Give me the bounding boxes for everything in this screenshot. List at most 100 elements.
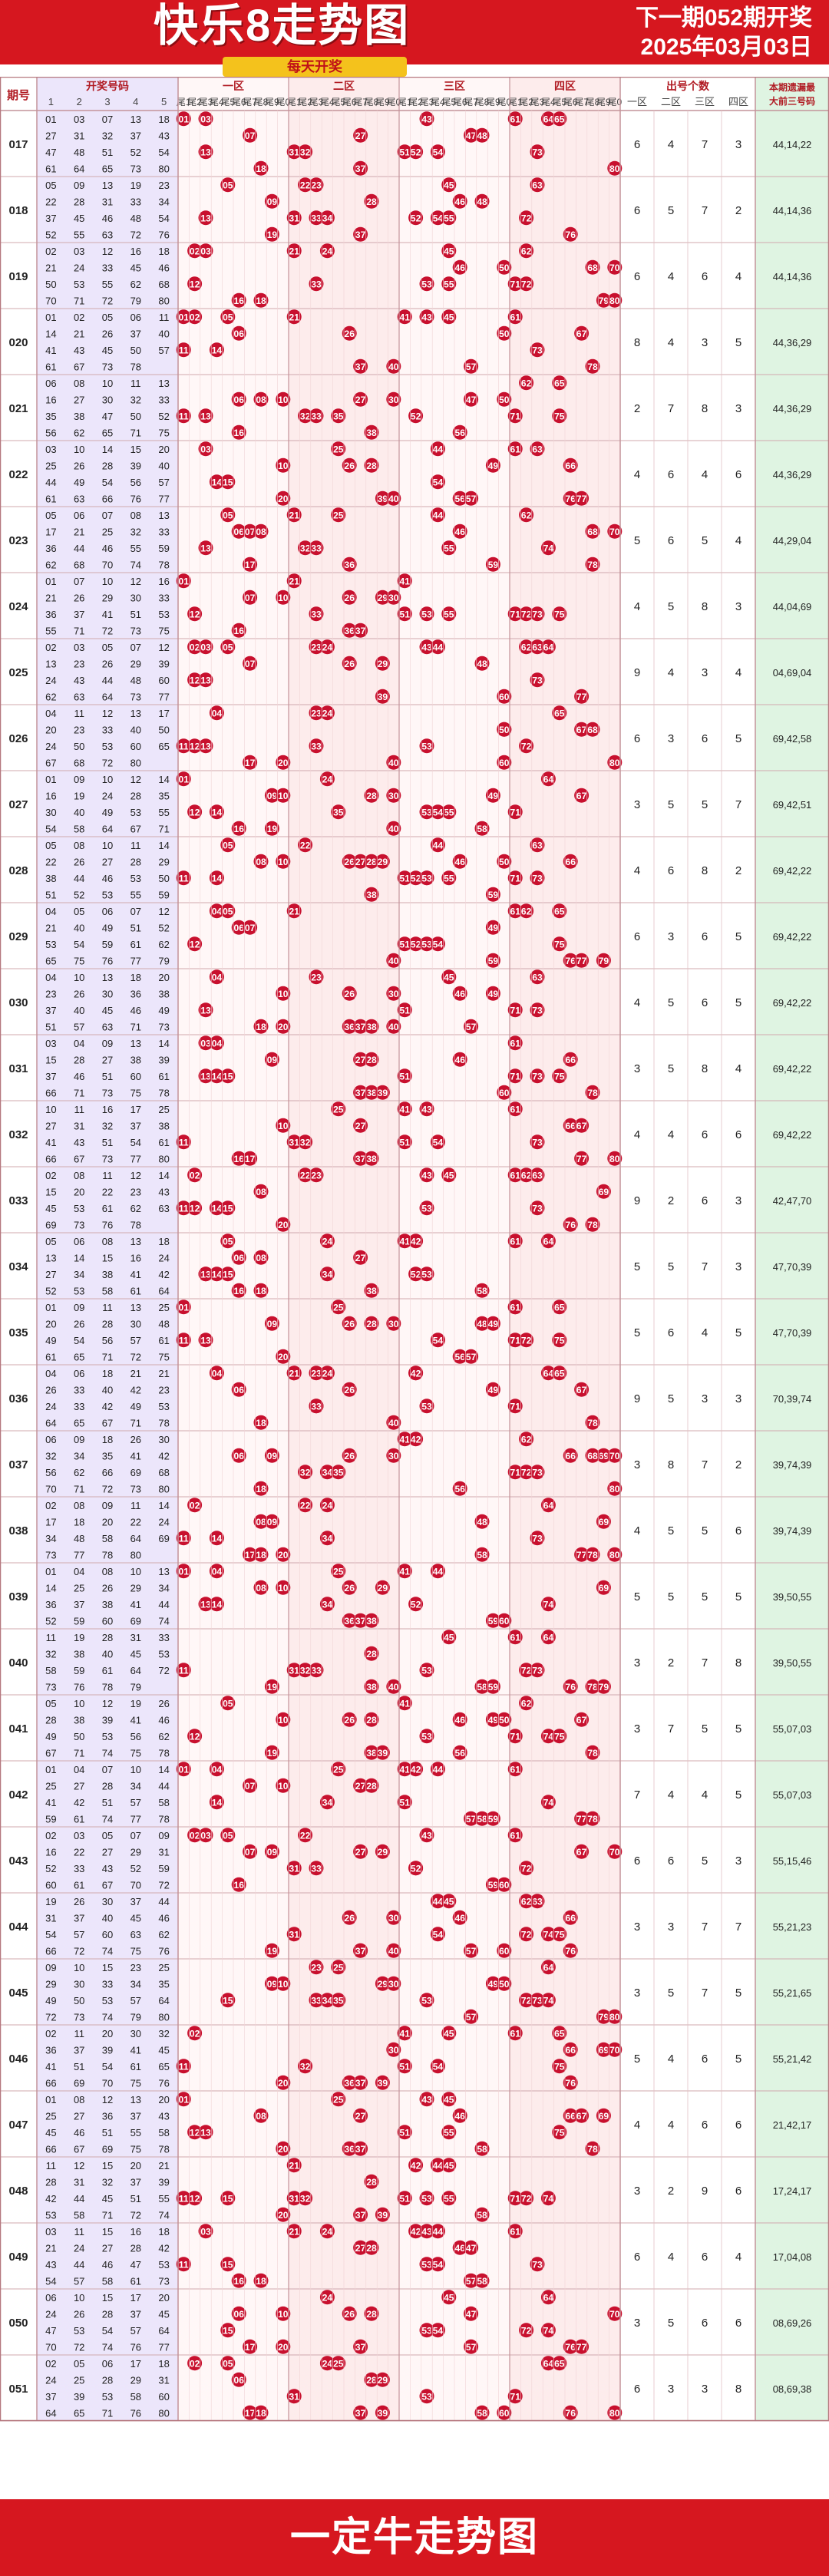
draw-position-header: 2 <box>77 96 82 107</box>
number-ball <box>198 1035 213 1051</box>
number-ball-label: 22 <box>300 1170 311 1181</box>
zone-count-cell: 5 <box>668 1062 674 1075</box>
draw-number-cell: 03 <box>45 2226 56 2237</box>
number-ball <box>253 391 269 407</box>
draw-number-cell: 61 <box>45 1351 56 1362</box>
draw-number-cell: 30 <box>45 807 56 818</box>
draw-number-cell: 16 <box>158 576 169 587</box>
draw-number-cell: 26 <box>74 2308 84 2320</box>
draw-number-cell: 37 <box>74 1599 84 1610</box>
draw-number-cell: 49 <box>158 1005 169 1016</box>
number-ball <box>276 854 291 869</box>
number-ball-label: 72 <box>521 2193 532 2204</box>
number-ball-label: 41 <box>400 1698 411 1709</box>
draw-number-cell: 13 <box>102 972 113 983</box>
number-ball-label: 70 <box>609 263 620 273</box>
number-ball-label: 17 <box>245 560 256 570</box>
draw-number-cell: 60 <box>158 675 169 686</box>
number-ball-label: 23 <box>311 1368 322 1379</box>
number-ball-label: 51 <box>400 1005 411 1016</box>
number-ball-label: 66 <box>566 2045 576 2056</box>
draw-number-cell: 73 <box>102 1087 113 1098</box>
period-cell: 031 <box>8 1062 28 1075</box>
zone-count-cell: 3 <box>634 1656 640 1669</box>
number-ball <box>331 441 346 457</box>
draw-number-cell: 61 <box>130 939 141 950</box>
number-ball-label: 54 <box>433 1929 444 1940</box>
draw-number-cell: 80 <box>158 1483 169 1494</box>
period-cell: 032 <box>8 1128 28 1141</box>
draw-number-cell: 01 <box>45 1566 56 1577</box>
number-ball <box>596 292 611 308</box>
number-ball <box>530 1134 545 1150</box>
draw-number-cell: 17 <box>45 1516 56 1527</box>
number-ball-label: 51 <box>400 873 411 883</box>
number-ball <box>430 144 445 160</box>
number-ball-label: 42 <box>411 1764 421 1775</box>
number-ball-label: 26 <box>345 1319 355 1329</box>
draw-number-cell: 58 <box>45 1665 56 1676</box>
draw-number-cell: 32 <box>45 1648 56 1660</box>
draw-number-cell: 36 <box>102 2110 113 2122</box>
number-ball <box>264 1052 279 1067</box>
number-ball-label: 73 <box>532 147 543 157</box>
number-ball <box>319 210 335 226</box>
draw-number-cell: 54 <box>158 213 169 224</box>
number-ball <box>552 1333 567 1348</box>
number-ball-label: 34 <box>322 213 333 223</box>
number-ball <box>176 573 191 589</box>
zone-count-cell: 2 <box>735 204 741 217</box>
number-ball <box>342 590 357 605</box>
draw-number-cell: 65 <box>102 163 113 174</box>
draw-number-cell: 25 <box>74 2374 84 2386</box>
number-ball <box>607 1481 623 1496</box>
number-ball <box>519 375 534 391</box>
number-ball-label: 32 <box>300 1137 311 1148</box>
number-ball <box>209 342 224 358</box>
number-ball-label: 17 <box>245 1154 256 1164</box>
number-ball <box>485 953 500 968</box>
draw-number-cell: 57 <box>74 1929 84 1940</box>
number-ball-label: 35 <box>333 807 344 817</box>
zone-count-cell: 8 <box>702 864 708 877</box>
draw-number-cell: 69 <box>158 1533 169 1544</box>
number-ball-label: 57 <box>466 1022 477 1032</box>
draw-number-cell: 44 <box>74 543 84 554</box>
draw-number-cell: 12 <box>158 642 169 653</box>
zone-count-cell: 4 <box>668 2053 674 2066</box>
number-ball <box>530 837 545 853</box>
draw-number-cell: 37 <box>74 609 84 620</box>
draw-number-cell: 76 <box>74 1681 84 1693</box>
draw-number-cell: 73 <box>45 1549 56 1560</box>
number-ball-label: 51 <box>400 147 411 157</box>
number-ball <box>209 705 224 721</box>
draw-number-cell: 22 <box>130 1516 141 1527</box>
number-ball <box>364 1283 379 1298</box>
number-ball-label: 68 <box>587 725 598 735</box>
zone-count-cell: 4 <box>634 468 640 481</box>
draw-number-cell: 28 <box>102 2374 113 2386</box>
draw-number-cell: 04 <box>74 1566 84 1577</box>
number-ball <box>220 507 236 523</box>
number-ball <box>319 639 335 655</box>
number-ball-label: 43 <box>421 1104 432 1115</box>
number-ball-label: 70 <box>609 1451 620 1461</box>
number-ball <box>176 1200 191 1216</box>
draw-number-cell: 17 <box>158 708 169 719</box>
number-ball-label: 29 <box>378 857 388 867</box>
draw-number-cell: 55 <box>158 2193 169 2204</box>
draw-number-cell: 09 <box>74 1434 84 1445</box>
draw-number-cell: 51 <box>102 1797 113 1808</box>
number-ball <box>209 1597 224 1612</box>
draw-number-cell: 16 <box>130 1252 141 1263</box>
draw-number-cell: 76 <box>158 2077 169 2089</box>
draw-number-cell: 43 <box>74 345 84 356</box>
period-cell: 037 <box>8 1458 28 1471</box>
draw-number-cell: 18 <box>158 114 169 125</box>
number-ball <box>286 1134 302 1150</box>
draw-number-cell: 13 <box>158 1566 169 1577</box>
number-ball-label: 35 <box>333 1995 344 2006</box>
draw-number-cell: 64 <box>130 1665 141 1676</box>
number-ball-label: 26 <box>345 1385 355 1395</box>
number-ball <box>419 309 434 325</box>
